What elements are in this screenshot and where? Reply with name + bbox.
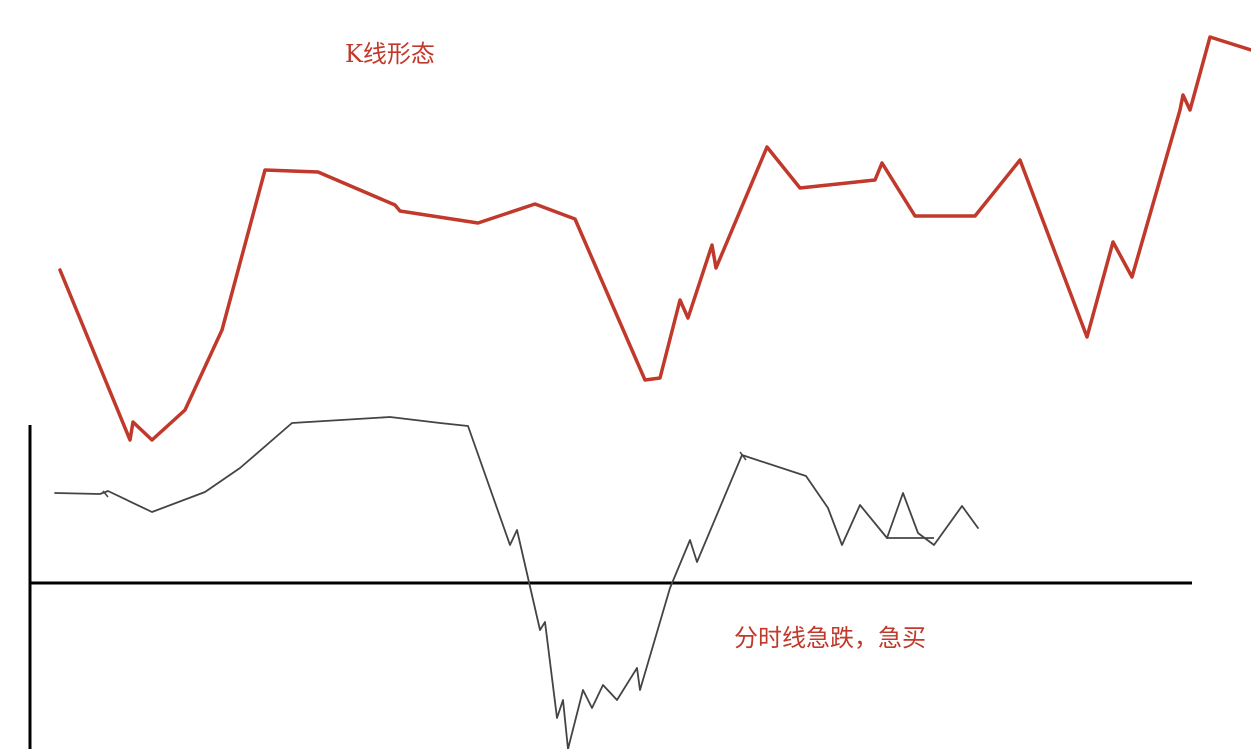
intraday-price-line (54, 416, 979, 749)
intraday-accent-tick (102, 490, 109, 498)
k-line-title: K线形态 (345, 40, 435, 68)
intraday-accent-tick-2 (739, 451, 747, 461)
intraday-caption: 分时线急跌，急买 (734, 624, 926, 652)
k-line-curve (58, 35, 1251, 442)
